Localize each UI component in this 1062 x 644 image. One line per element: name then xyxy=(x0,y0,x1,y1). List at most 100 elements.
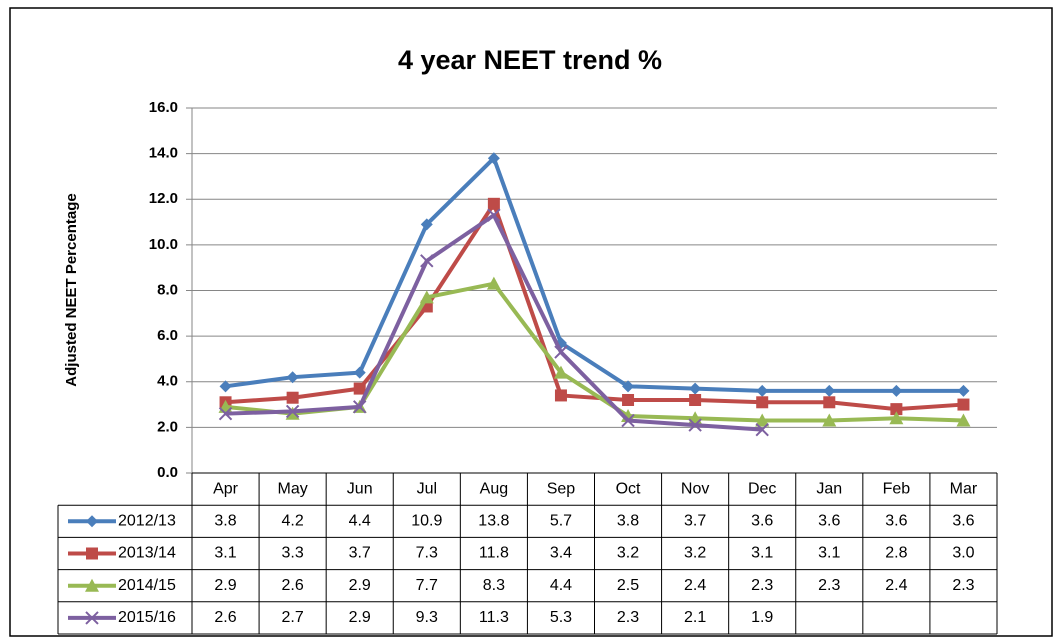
table-value: 1.9 xyxy=(751,609,773,626)
table-value: 3.6 xyxy=(885,513,907,530)
y-tick-label: 16.0 xyxy=(149,99,178,116)
table-value: 2.4 xyxy=(885,577,907,594)
table-value: 2.1 xyxy=(684,609,706,626)
legend-label: 2015/16 xyxy=(118,609,176,626)
marker xyxy=(218,406,233,421)
series-line xyxy=(225,156,964,393)
table-value: 2.3 xyxy=(818,577,840,594)
marker xyxy=(353,366,366,379)
table-value: 2.5 xyxy=(617,577,639,594)
table-value: 4.4 xyxy=(349,513,371,530)
chart-title: 4 year NEET trend % xyxy=(398,45,662,75)
y-tick-label: 12.0 xyxy=(149,190,178,207)
table-value: 3.6 xyxy=(818,513,840,530)
table-value: 2.7 xyxy=(282,609,304,626)
table-value: 11.3 xyxy=(479,609,509,626)
table-value: 2.6 xyxy=(214,609,236,626)
marker xyxy=(554,389,567,402)
marker xyxy=(486,276,501,290)
y-tick-label: 0.0 xyxy=(157,464,178,481)
series-line xyxy=(225,201,964,412)
chart-border xyxy=(9,7,1053,637)
marker xyxy=(688,418,702,432)
table-value: 3.8 xyxy=(617,513,639,530)
x-tick-label: Jun xyxy=(347,480,373,497)
x-tick-label: Jan xyxy=(816,480,842,497)
table-value: 2.3 xyxy=(751,577,773,594)
y-tick-label: 6.0 xyxy=(157,327,178,344)
table-value: 9.3 xyxy=(416,609,438,626)
table-value: 3.2 xyxy=(617,545,639,562)
x-tick-label: Sep xyxy=(547,480,576,497)
marker xyxy=(890,403,903,416)
table-value: 3.3 xyxy=(282,545,304,562)
marker xyxy=(487,152,500,165)
marker xyxy=(420,218,433,231)
table-value: 3.2 xyxy=(684,545,706,562)
table-value: 3.1 xyxy=(818,545,840,562)
x-tick-label: Oct xyxy=(616,480,641,497)
marker xyxy=(755,413,770,427)
table-value: 2.9 xyxy=(349,577,371,594)
table-value: 2.8 xyxy=(885,545,907,562)
marker xyxy=(353,382,366,395)
x-tick-label: Dec xyxy=(748,480,776,497)
x-tick-label: Feb xyxy=(883,480,911,497)
x-tick-label: May xyxy=(278,480,308,497)
legend-marker xyxy=(86,515,98,528)
table-value: 2.9 xyxy=(349,609,371,626)
table-value: 2.9 xyxy=(214,577,236,594)
legend-label: 2013/14 xyxy=(118,545,176,562)
marker xyxy=(286,371,299,384)
table-value: 2.3 xyxy=(617,609,639,626)
x-tick-label: Jul xyxy=(417,480,437,497)
legend-marker xyxy=(85,578,99,592)
marker xyxy=(689,382,702,395)
marker xyxy=(756,384,769,397)
table-value: 3.6 xyxy=(751,513,773,530)
table-value: 2.3 xyxy=(952,577,974,594)
table-value: 8.3 xyxy=(483,577,505,594)
table-value: 3.0 xyxy=(952,545,974,562)
marker xyxy=(285,404,300,419)
x-tick-label: Mar xyxy=(950,480,978,497)
marker xyxy=(957,384,970,397)
marker xyxy=(756,396,769,409)
marker xyxy=(890,384,903,397)
table-value: 3.4 xyxy=(550,545,572,562)
legend-label: 2014/15 xyxy=(118,577,176,594)
y-tick-label: 10.0 xyxy=(149,236,178,253)
x-tick-label: Nov xyxy=(681,480,709,497)
marker xyxy=(286,391,299,404)
table-value: 13.8 xyxy=(478,513,509,530)
marker xyxy=(553,365,568,379)
table-value: 3.1 xyxy=(751,545,773,562)
marker xyxy=(219,380,232,393)
y-tick-label: 14.0 xyxy=(149,145,178,162)
table-value: 11.8 xyxy=(479,545,509,562)
table-value: 3.7 xyxy=(684,513,706,530)
marker xyxy=(353,400,367,414)
table-value: 3.6 xyxy=(952,513,974,530)
table-value: 4.2 xyxy=(282,513,304,530)
marker xyxy=(889,411,904,425)
marker xyxy=(689,394,702,406)
legend-marker xyxy=(85,611,99,625)
marker xyxy=(956,413,971,427)
marker xyxy=(554,345,568,359)
table-value: 5.3 xyxy=(550,609,572,626)
y-axis-label: Adjusted NEET Percentage xyxy=(63,193,80,386)
marker xyxy=(957,398,970,411)
marker xyxy=(823,396,836,409)
table-value: 3.1 xyxy=(214,545,236,562)
table-value: 2.4 xyxy=(684,577,706,594)
table-value: 10.9 xyxy=(411,513,442,530)
table-value: 7.3 xyxy=(416,545,438,562)
x-tick-label: Aug xyxy=(480,480,508,497)
legend-marker xyxy=(86,547,98,560)
marker xyxy=(487,197,500,210)
table-value: 7.7 xyxy=(416,577,438,594)
marker xyxy=(487,208,501,222)
legend-label: 2012/13 xyxy=(118,513,176,530)
